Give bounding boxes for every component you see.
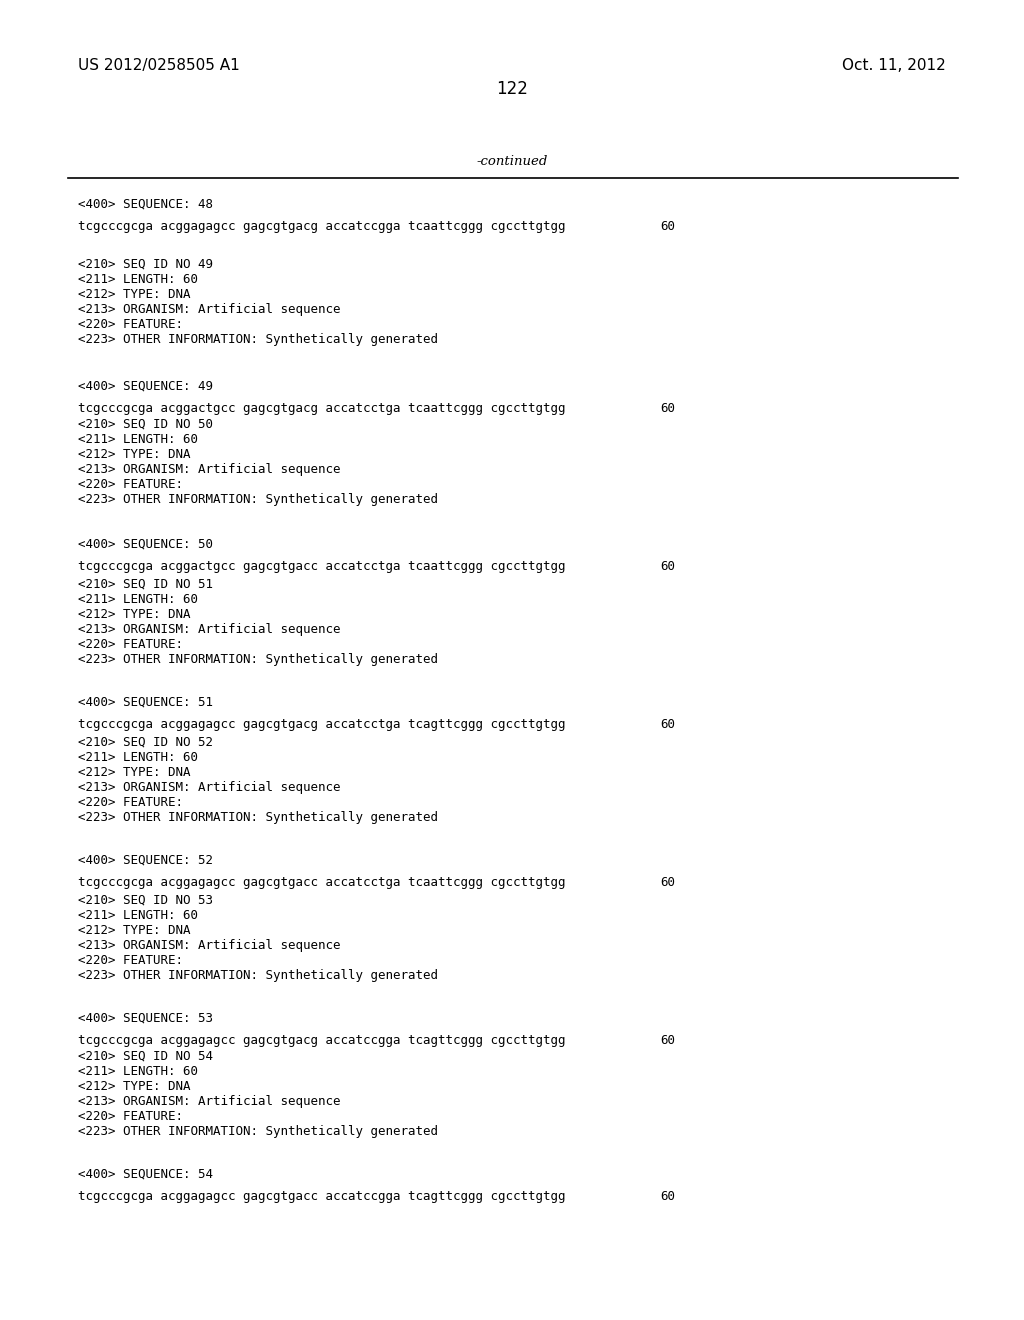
Text: <213> ORGANISM: Artificial sequence: <213> ORGANISM: Artificial sequence	[78, 623, 341, 636]
Text: 60: 60	[660, 1034, 675, 1047]
Text: <400> SEQUENCE: 48: <400> SEQUENCE: 48	[78, 198, 213, 211]
Text: <213> ORGANISM: Artificial sequence: <213> ORGANISM: Artificial sequence	[78, 781, 341, 795]
Text: tcgcccgcga acggactgcc gagcgtgacc accatcctga tcaattcggg cgccttgtgg: tcgcccgcga acggactgcc gagcgtgacc accatcc…	[78, 560, 565, 573]
Text: <211> LENGTH: 60: <211> LENGTH: 60	[78, 433, 198, 446]
Text: <213> ORGANISM: Artificial sequence: <213> ORGANISM: Artificial sequence	[78, 304, 341, 315]
Text: <210> SEQ ID NO 54: <210> SEQ ID NO 54	[78, 1049, 213, 1063]
Text: <400> SEQUENCE: 49: <400> SEQUENCE: 49	[78, 380, 213, 393]
Text: <213> ORGANISM: Artificial sequence: <213> ORGANISM: Artificial sequence	[78, 939, 341, 952]
Text: 60: 60	[660, 876, 675, 888]
Text: <210> SEQ ID NO 50: <210> SEQ ID NO 50	[78, 418, 213, 432]
Text: <211> LENGTH: 60: <211> LENGTH: 60	[78, 751, 198, 764]
Text: 60: 60	[660, 718, 675, 731]
Text: <211> LENGTH: 60: <211> LENGTH: 60	[78, 909, 198, 921]
Text: <210> SEQ ID NO 49: <210> SEQ ID NO 49	[78, 257, 213, 271]
Text: <223> OTHER INFORMATION: Synthetically generated: <223> OTHER INFORMATION: Synthetically g…	[78, 492, 438, 506]
Text: US 2012/0258505 A1: US 2012/0258505 A1	[78, 58, 240, 73]
Text: <210> SEQ ID NO 52: <210> SEQ ID NO 52	[78, 737, 213, 748]
Text: <212> TYPE: DNA: <212> TYPE: DNA	[78, 924, 190, 937]
Text: <220> FEATURE:: <220> FEATURE:	[78, 478, 183, 491]
Text: <220> FEATURE:: <220> FEATURE:	[78, 1110, 183, 1123]
Text: <223> OTHER INFORMATION: Synthetically generated: <223> OTHER INFORMATION: Synthetically g…	[78, 1125, 438, 1138]
Text: tcgcccgcga acggagagcc gagcgtgacc accatccgga tcagttcggg cgccttgtgg: tcgcccgcga acggagagcc gagcgtgacc accatcc…	[78, 1191, 565, 1203]
Text: <212> TYPE: DNA: <212> TYPE: DNA	[78, 609, 190, 620]
Text: 60: 60	[660, 220, 675, 234]
Text: <220> FEATURE:: <220> FEATURE:	[78, 318, 183, 331]
Text: <223> OTHER INFORMATION: Synthetically generated: <223> OTHER INFORMATION: Synthetically g…	[78, 653, 438, 667]
Text: -continued: -continued	[476, 154, 548, 168]
Text: <213> ORGANISM: Artificial sequence: <213> ORGANISM: Artificial sequence	[78, 463, 341, 477]
Text: <210> SEQ ID NO 53: <210> SEQ ID NO 53	[78, 894, 213, 907]
Text: <223> OTHER INFORMATION: Synthetically generated: <223> OTHER INFORMATION: Synthetically g…	[78, 810, 438, 824]
Text: <212> TYPE: DNA: <212> TYPE: DNA	[78, 447, 190, 461]
Text: <211> LENGTH: 60: <211> LENGTH: 60	[78, 273, 198, 286]
Text: <400> SEQUENCE: 54: <400> SEQUENCE: 54	[78, 1168, 213, 1181]
Text: tcgcccgcga acggagagcc gagcgtgacg accatccgga tcaattcggg cgccttgtgg: tcgcccgcga acggagagcc gagcgtgacg accatcc…	[78, 220, 565, 234]
Text: 122: 122	[496, 81, 528, 98]
Text: <213> ORGANISM: Artificial sequence: <213> ORGANISM: Artificial sequence	[78, 1096, 341, 1107]
Text: <223> OTHER INFORMATION: Synthetically generated: <223> OTHER INFORMATION: Synthetically g…	[78, 969, 438, 982]
Text: <400> SEQUENCE: 50: <400> SEQUENCE: 50	[78, 539, 213, 550]
Text: <220> FEATURE:: <220> FEATURE:	[78, 796, 183, 809]
Text: tcgcccgcga acggagagcc gagcgtgacc accatcctga tcaattcggg cgccttgtgg: tcgcccgcga acggagagcc gagcgtgacc accatcc…	[78, 876, 565, 888]
Text: <400> SEQUENCE: 52: <400> SEQUENCE: 52	[78, 854, 213, 867]
Text: <220> FEATURE:: <220> FEATURE:	[78, 954, 183, 968]
Text: <212> TYPE: DNA: <212> TYPE: DNA	[78, 288, 190, 301]
Text: <223> OTHER INFORMATION: Synthetically generated: <223> OTHER INFORMATION: Synthetically g…	[78, 333, 438, 346]
Text: <210> SEQ ID NO 51: <210> SEQ ID NO 51	[78, 578, 213, 591]
Text: <211> LENGTH: 60: <211> LENGTH: 60	[78, 1065, 198, 1078]
Text: <212> TYPE: DNA: <212> TYPE: DNA	[78, 1080, 190, 1093]
Text: <212> TYPE: DNA: <212> TYPE: DNA	[78, 766, 190, 779]
Text: Oct. 11, 2012: Oct. 11, 2012	[843, 58, 946, 73]
Text: tcgcccgcga acggactgcc gagcgtgacg accatcctga tcaattcggg cgccttgtgg: tcgcccgcga acggactgcc gagcgtgacg accatcc…	[78, 403, 565, 414]
Text: 60: 60	[660, 1191, 675, 1203]
Text: tcgcccgcga acggagagcc gagcgtgacg accatccgga tcagttcggg cgccttgtgg: tcgcccgcga acggagagcc gagcgtgacg accatcc…	[78, 1034, 565, 1047]
Text: <400> SEQUENCE: 51: <400> SEQUENCE: 51	[78, 696, 213, 709]
Text: <220> FEATURE:: <220> FEATURE:	[78, 638, 183, 651]
Text: 60: 60	[660, 560, 675, 573]
Text: <400> SEQUENCE: 53: <400> SEQUENCE: 53	[78, 1012, 213, 1026]
Text: tcgcccgcga acggagagcc gagcgtgacg accatcctga tcagttcggg cgccttgtgg: tcgcccgcga acggagagcc gagcgtgacg accatcc…	[78, 718, 565, 731]
Text: <211> LENGTH: 60: <211> LENGTH: 60	[78, 593, 198, 606]
Text: 60: 60	[660, 403, 675, 414]
